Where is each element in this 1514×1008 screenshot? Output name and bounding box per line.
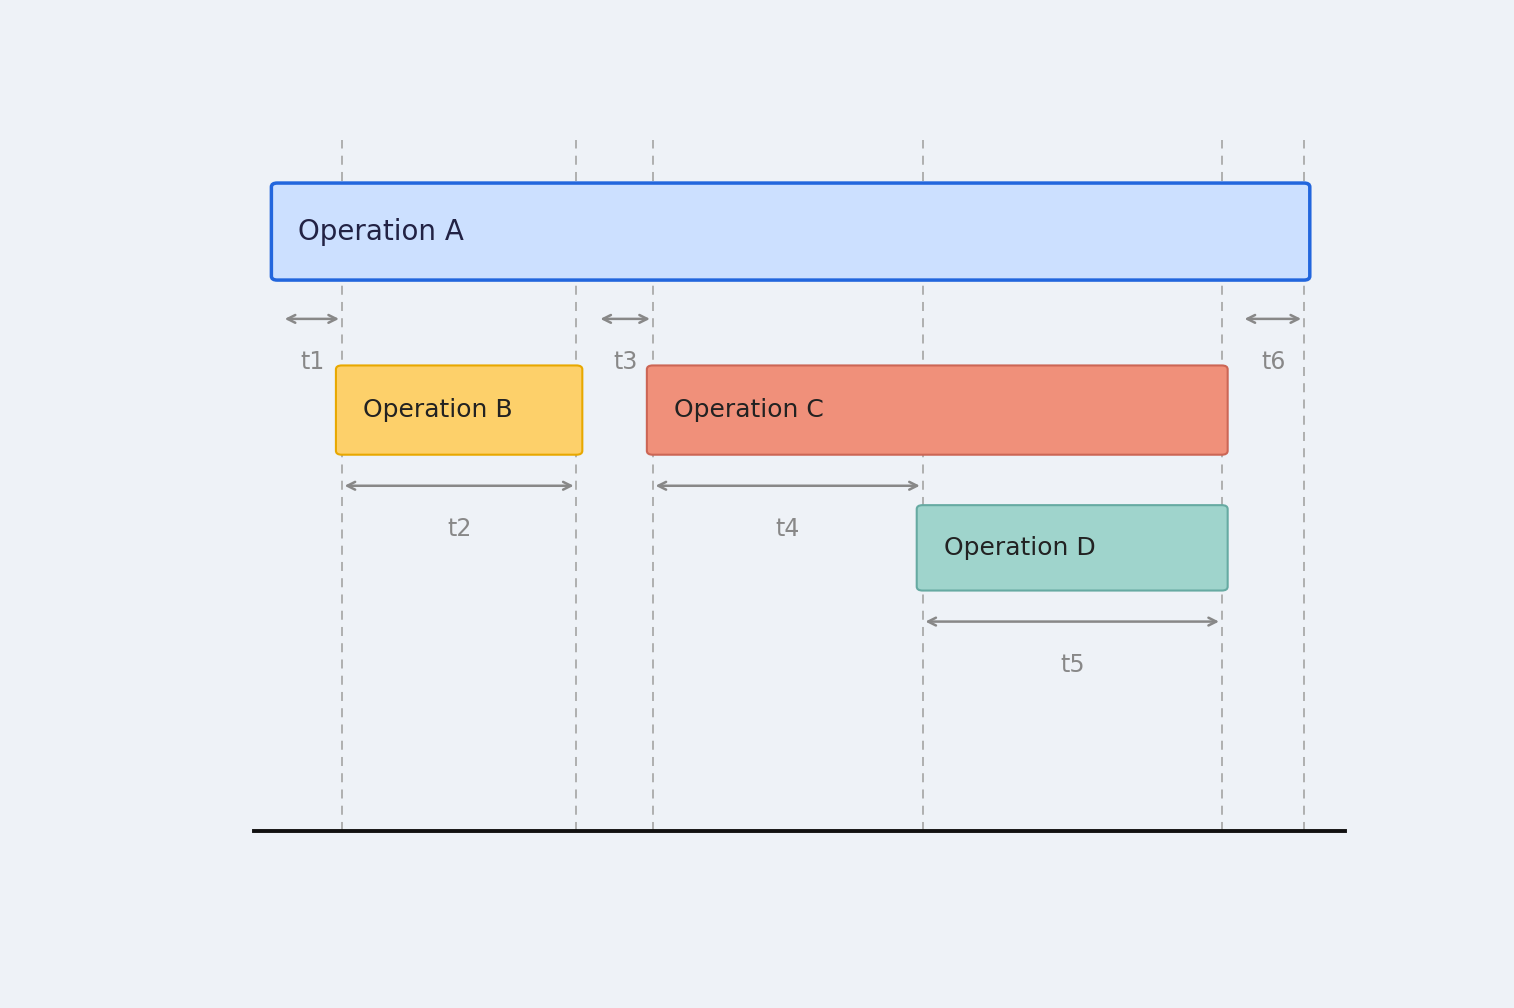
- Text: t5: t5: [1060, 652, 1086, 676]
- Text: t6: t6: [1261, 350, 1285, 374]
- Text: t2: t2: [447, 517, 471, 541]
- FancyBboxPatch shape: [271, 183, 1310, 280]
- Text: Operation A: Operation A: [298, 218, 465, 246]
- Text: Operation B: Operation B: [363, 398, 513, 422]
- FancyBboxPatch shape: [917, 505, 1228, 591]
- FancyBboxPatch shape: [336, 366, 583, 455]
- Text: Operation C: Operation C: [674, 398, 824, 422]
- Text: t4: t4: [775, 517, 799, 541]
- Text: Operation D: Operation D: [943, 536, 1096, 559]
- Text: t1: t1: [300, 350, 324, 374]
- Text: t3: t3: [613, 350, 637, 374]
- FancyBboxPatch shape: [646, 366, 1228, 455]
